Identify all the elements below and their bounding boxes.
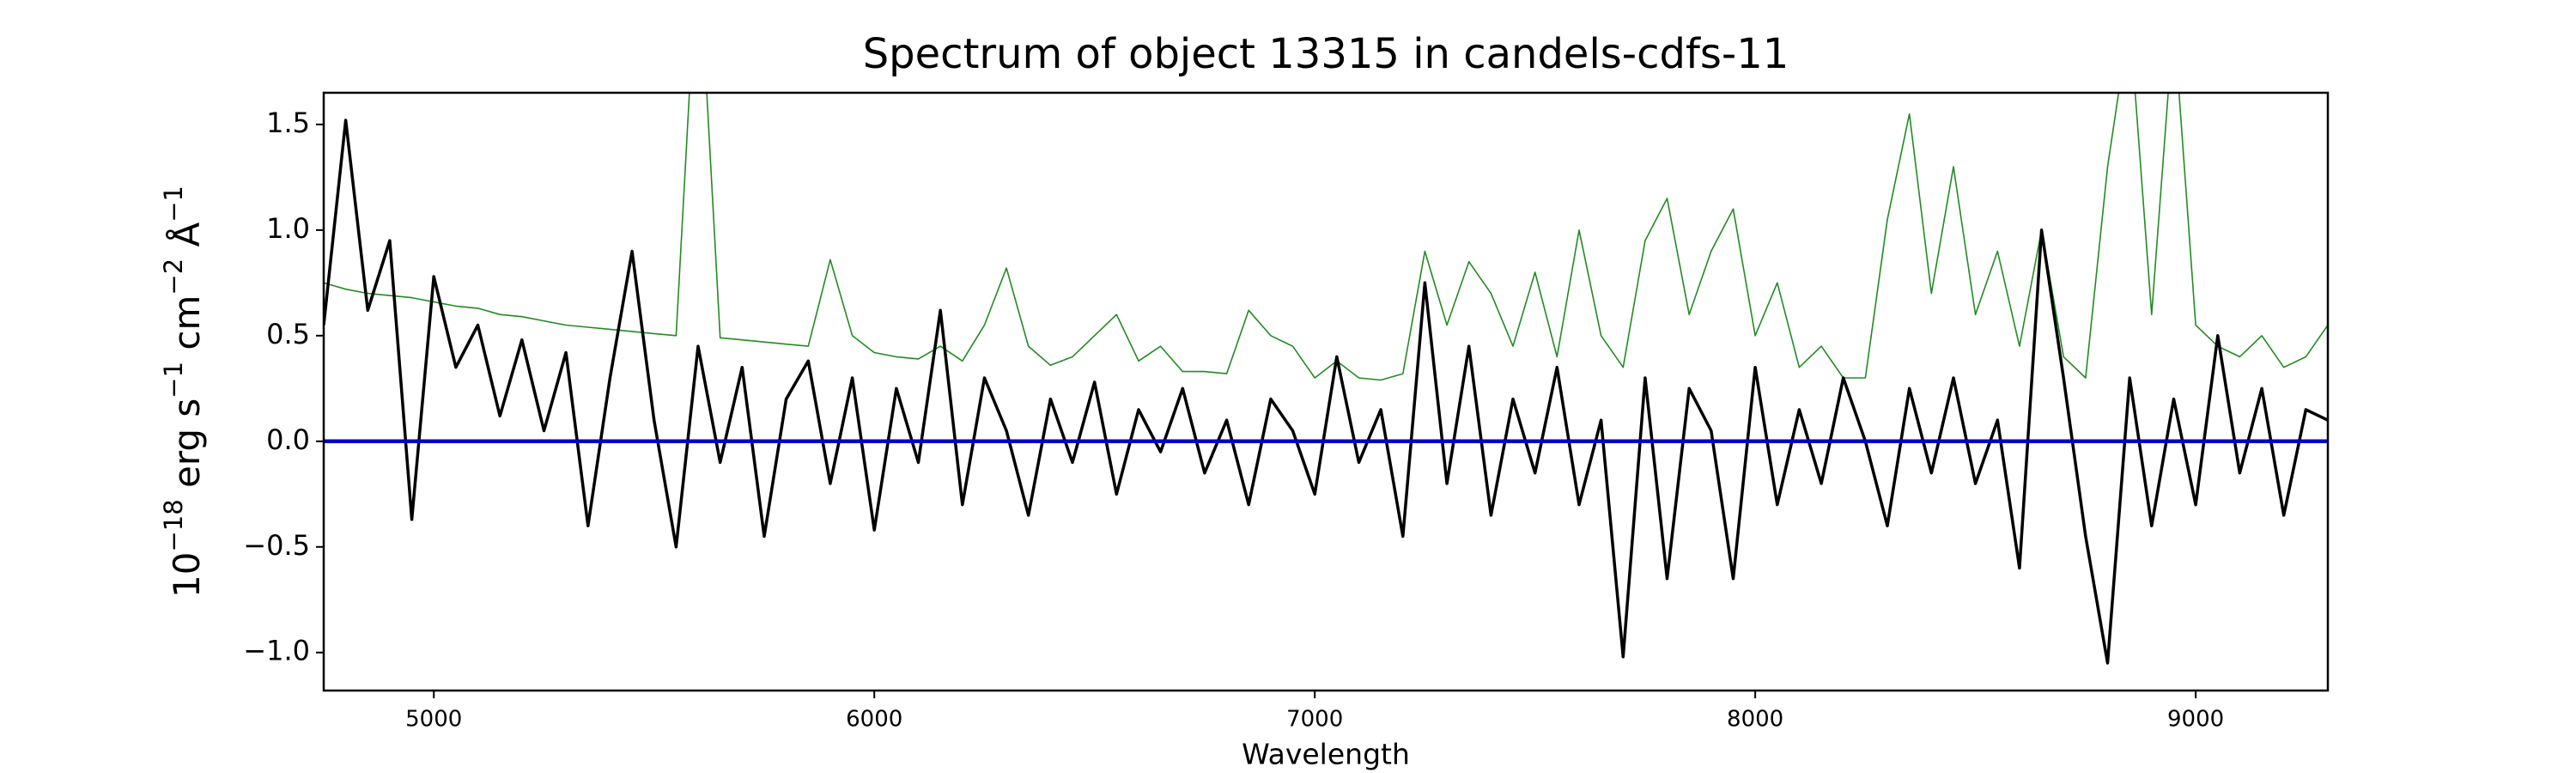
- y-tick-label: 0.5: [266, 318, 310, 350]
- y-axis-label: 10−18 erg s−1 cm−2 Å−1: [159, 186, 208, 598]
- x-axis-label: Wavelength: [1242, 738, 1410, 771]
- y-label-exponent: −18: [159, 499, 188, 551]
- y-label-text: erg s: [166, 399, 208, 500]
- chart-title: Spectrum of object 13315 in candels-cdfs…: [863, 30, 1789, 78]
- axes-frame: [322, 91, 2330, 692]
- y-label-text: cm: [166, 295, 208, 362]
- y-tick-label: 1.0: [266, 212, 310, 245]
- y-label-text: Å: [165, 222, 208, 259]
- y-label-exponent: −1: [159, 362, 188, 399]
- x-tick-label: 5000: [405, 707, 462, 733]
- y-tick-label: 1.5: [266, 107, 310, 139]
- x-tick-label: 7000: [1286, 707, 1343, 733]
- y-label-exponent: −1: [159, 186, 188, 222]
- plot-area: [324, 93, 2328, 665]
- y-label-exponent: −2: [159, 259, 188, 295]
- y-tick-label: −0.5: [243, 529, 310, 562]
- y-label-text: 10: [166, 552, 208, 598]
- x-tick-label: 6000: [846, 707, 902, 733]
- y-tick-label: 0.0: [266, 423, 310, 456]
- x-tick-label: 9000: [2167, 707, 2224, 733]
- spectrum-line: [324, 93, 2328, 381]
- y-tick-label: −1.0: [243, 635, 310, 667]
- x-tick-label: 8000: [1727, 707, 1783, 733]
